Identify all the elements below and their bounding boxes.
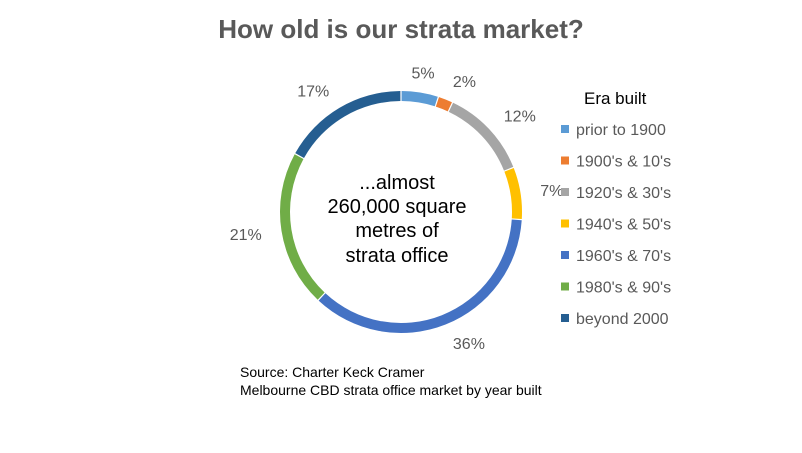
- slice-5: [279, 154, 325, 300]
- legend: Era built prior to 1900 1900's & 10's 1920…: [561, 89, 671, 328]
- center-text-line-1: ...almost: [359, 172, 435, 194]
- legend-swatch-2: [561, 188, 569, 196]
- slice-0: [401, 91, 438, 107]
- legend-swatch-1: [561, 156, 569, 165]
- chart-title: How old is our strata market?: [218, 14, 584, 44]
- legend-label-3: 1940's & 50's: [576, 217, 671, 234]
- slice-2: [448, 102, 514, 171]
- source-line-1: Source: Charter Keck Cramer: [240, 364, 425, 380]
- slice-label-6: 17%: [297, 84, 329, 101]
- legend-label-1: 1900's & 10's: [576, 154, 671, 171]
- slice-label-3: 7%: [540, 183, 563, 200]
- slice-4: [318, 219, 522, 333]
- legend-title: Era built: [584, 89, 647, 108]
- legend-swatch-5: [561, 282, 569, 291]
- slice-1: [435, 97, 452, 112]
- legend-label-2: 1920's & 30's: [576, 185, 671, 202]
- doughnut-slices: [279, 91, 522, 333]
- legend-label-5: 1980's & 90's: [576, 280, 671, 297]
- center-text-line-4: strata office: [345, 245, 448, 267]
- source-note: Source: Charter Keck Cramer Melbourne CB…: [240, 363, 542, 399]
- center-annotation: ...almost 260,000 square metres of strat…: [327, 172, 466, 267]
- legend-swatch-6: [561, 314, 569, 322]
- legend-label-4: 1960's & 70's: [576, 248, 671, 265]
- slice-label-0: 5%: [411, 66, 434, 83]
- legend-swatch-4: [561, 251, 569, 259]
- slice-label-5: 21%: [230, 227, 262, 244]
- slice-label-1: 2%: [453, 74, 476, 91]
- legend-swatch-3: [561, 219, 569, 228]
- center-text-line-2: 260,000 square: [327, 196, 466, 218]
- slice-label-4: 36%: [453, 336, 485, 353]
- slice-6: [295, 91, 401, 159]
- legend-swatch-0: [561, 125, 569, 133]
- center-text-line-3: metres of: [355, 220, 439, 242]
- source-line-2: Melbourne CBD strata office market by ye…: [240, 382, 542, 398]
- slice-label-2: 12%: [504, 108, 536, 125]
- legend-label-0: prior to 1900: [576, 122, 666, 139]
- slice-labels: 5% 2% 12% 7% 36% 21% 17%: [230, 66, 564, 353]
- legend-label-6: beyond 2000: [576, 311, 669, 328]
- slice-3: [504, 168, 522, 219]
